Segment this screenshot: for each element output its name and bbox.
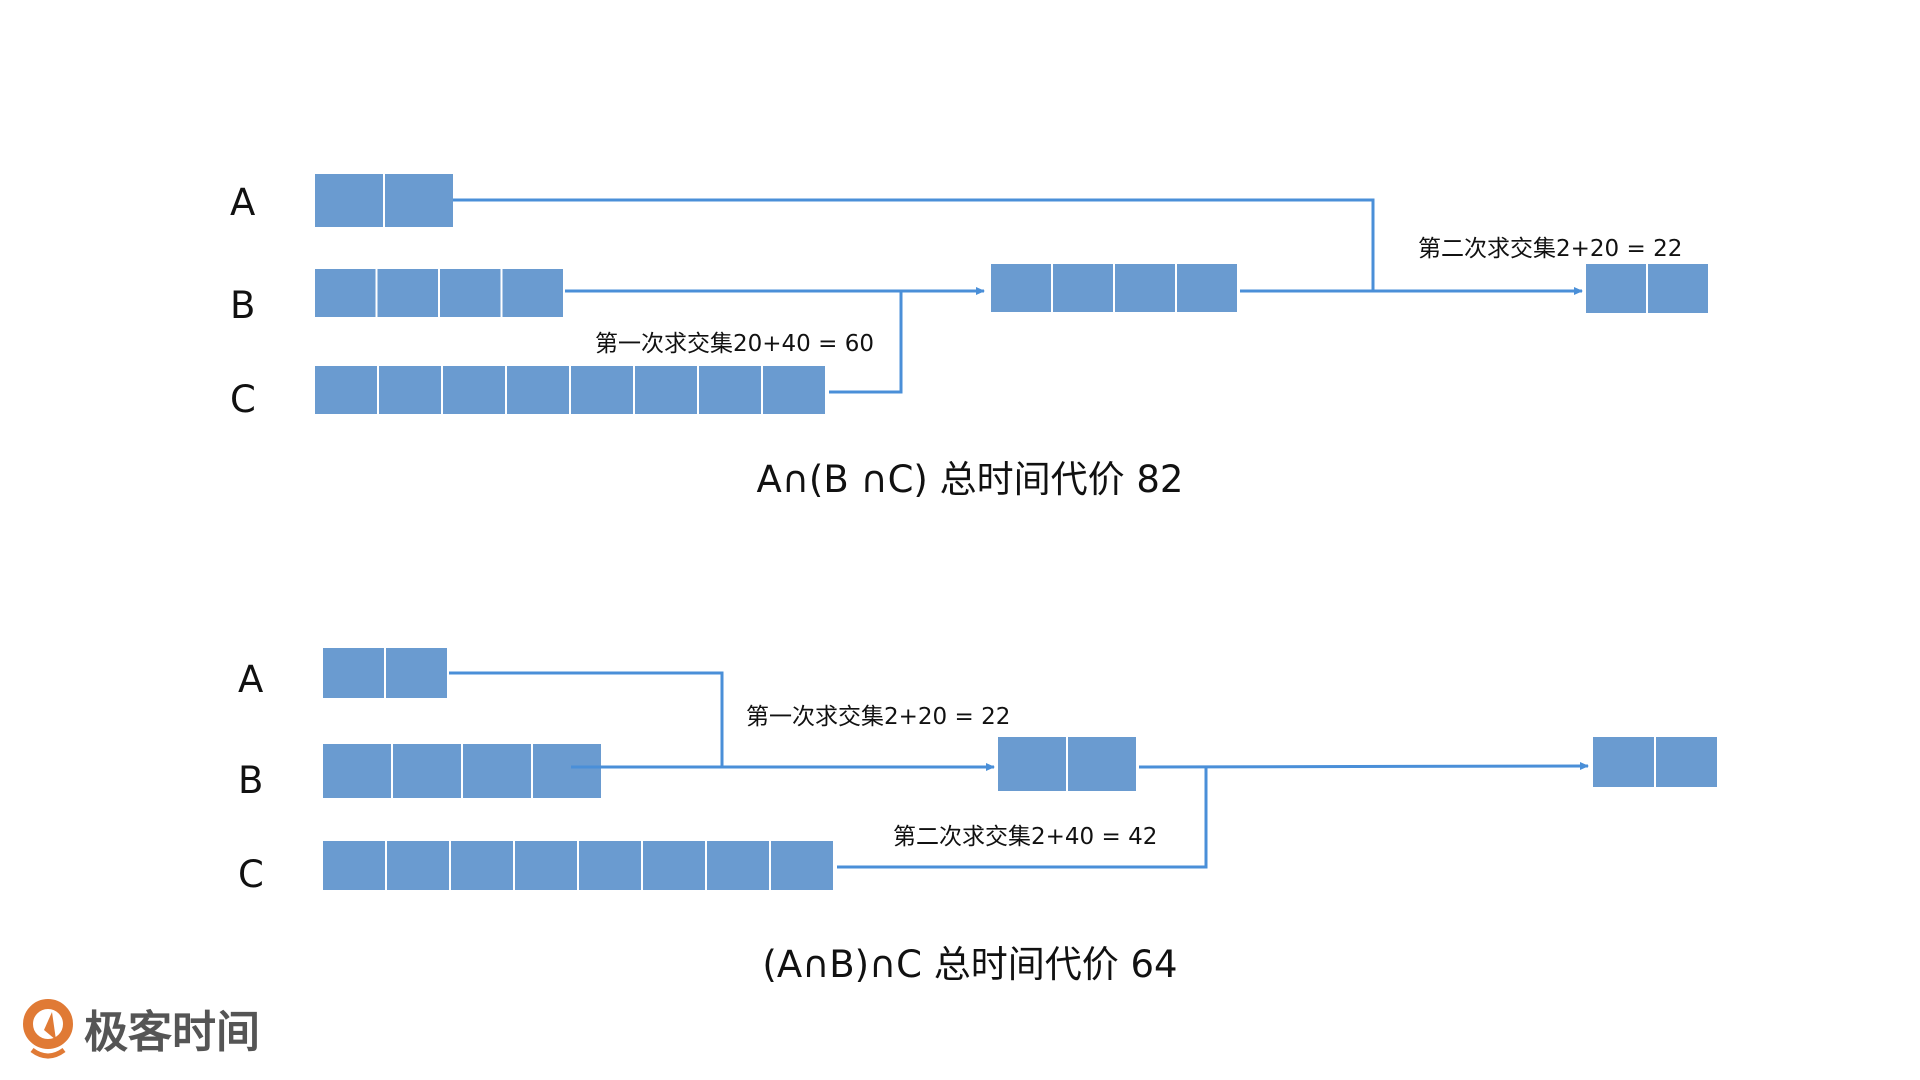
- list-cell: [641, 839, 707, 892]
- list-cell: [761, 364, 827, 416]
- bottom-list-c: [321, 839, 835, 892]
- list-cell: [321, 646, 386, 700]
- list-cell: [1051, 262, 1115, 314]
- bottom-connector-c: [837, 767, 1208, 869]
- list-cell: [505, 364, 571, 416]
- list-cell: [697, 364, 763, 416]
- top-label-b: B: [230, 284, 255, 327]
- top-second-step-label: 第二次求交集2+20 = 22: [1418, 236, 1682, 262]
- list-cell: [438, 267, 503, 319]
- top-title: A∩(B ∩C) 总时间代价 82: [757, 458, 1184, 501]
- bottom-intermediate-list: [996, 735, 1138, 793]
- list-cell: [313, 364, 379, 416]
- top-connector-c: [829, 291, 903, 394]
- bottom-arrow-to-result: [1138, 762, 1589, 771]
- logo-text: 极客时间: [84, 1007, 260, 1058]
- list-cell: [375, 267, 440, 319]
- bottom-label-a: A: [238, 658, 263, 701]
- logo-icon: [23, 999, 73, 1059]
- list-cell: [1584, 262, 1648, 315]
- list-cell: [449, 839, 515, 892]
- bottom-list-a: [321, 646, 449, 700]
- list-cell: [441, 364, 507, 416]
- list-cell: [313, 267, 378, 319]
- list-cell: [321, 742, 393, 800]
- list-cell: [996, 735, 1068, 793]
- top-connector-a: [453, 198, 1375, 291]
- bottom-second-step-label: 第二次求交集2+40 = 42: [893, 824, 1157, 850]
- list-cell: [1175, 262, 1239, 314]
- list-cell: [705, 839, 771, 892]
- list-cell: [385, 839, 451, 892]
- list-cell: [769, 839, 835, 892]
- list-cell: [391, 742, 463, 800]
- bottom-list-b: [321, 742, 603, 800]
- bottom-diagram: A B C 第一次求交集2+20 = 22 第二次求交集2+40 = 42 (A…: [238, 646, 1719, 986]
- list-cell: [531, 742, 603, 800]
- top-list-a: [313, 172, 455, 229]
- list-cell: [989, 262, 1053, 314]
- top-first-step-label: 第一次求交集20+40 = 60: [595, 331, 874, 357]
- list-cell: [321, 839, 387, 892]
- list-cell: [577, 839, 643, 892]
- bottom-title: (A∩B)∩C 总时间代价 64: [762, 943, 1177, 986]
- top-list-c: [313, 364, 827, 416]
- logo: 极客时间: [23, 999, 260, 1059]
- bottom-label-c: C: [238, 853, 264, 896]
- list-cell: [1066, 735, 1138, 793]
- list-cell: [1646, 262, 1710, 315]
- list-cell: [569, 364, 635, 416]
- list-cell: [1654, 735, 1719, 789]
- list-cell: [1113, 262, 1177, 314]
- list-cell: [377, 364, 443, 416]
- top-diagram: A B C 第一次求交集20+40 = 60 第二次求交集2+20 = 22 A…: [230, 172, 1710, 501]
- bottom-result-list: [1591, 735, 1719, 789]
- top-label-a: A: [230, 181, 255, 224]
- bottom-first-step-label: 第一次求交集2+20 = 22: [746, 704, 1010, 730]
- list-cell: [513, 839, 579, 892]
- list-cell: [461, 742, 533, 800]
- bottom-connector-a: [449, 671, 724, 767]
- list-cell: [384, 646, 449, 700]
- top-result-list: [1584, 262, 1710, 315]
- top-list-b: [313, 267, 565, 319]
- list-cell: [313, 172, 385, 229]
- list-cell: [633, 364, 699, 416]
- list-cell: [383, 172, 455, 229]
- bottom-label-b: B: [238, 759, 263, 802]
- top-label-c: C: [230, 378, 256, 421]
- list-cell: [1591, 735, 1656, 789]
- list-cell: [500, 267, 565, 319]
- top-intermediate-list: [989, 262, 1239, 314]
